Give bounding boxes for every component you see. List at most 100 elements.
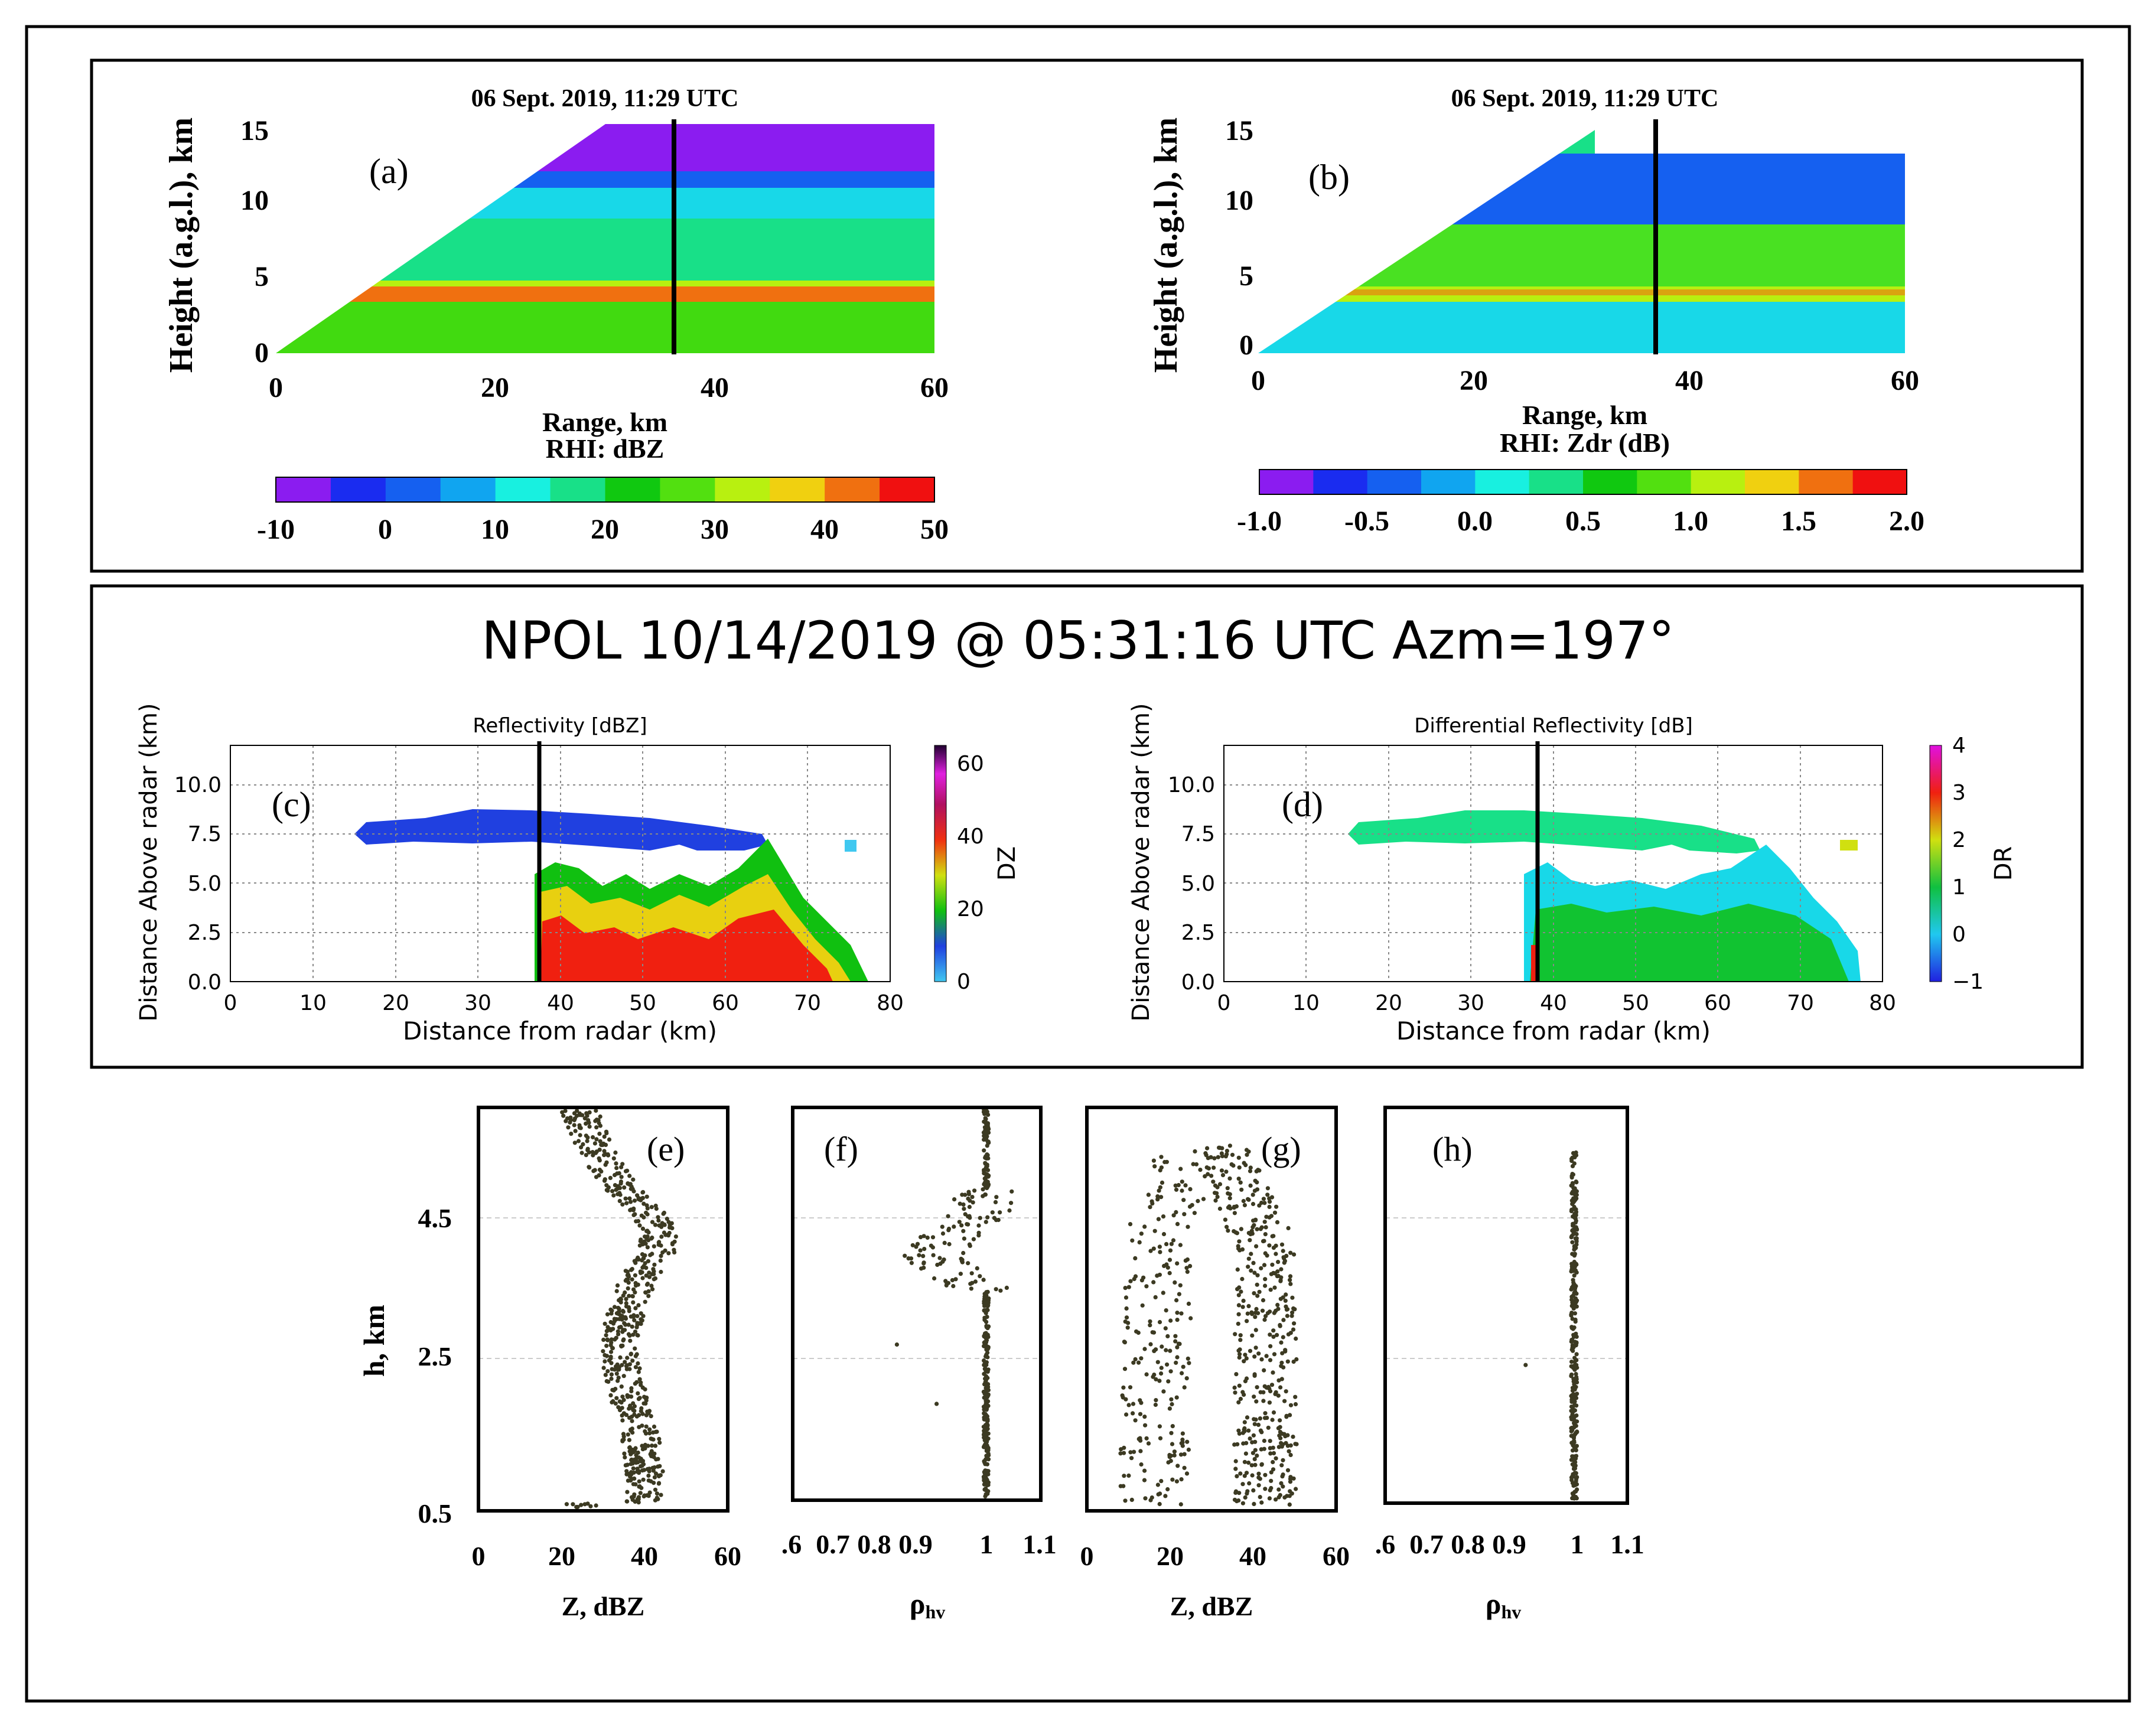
- panel-e-point: [636, 1361, 640, 1366]
- panel-g-point: [1227, 1176, 1232, 1181]
- panel-g-point: [1256, 1422, 1261, 1427]
- panel-g-point: [1257, 1203, 1262, 1208]
- panel-d-speck: [1840, 840, 1858, 851]
- panel-b-xtick-0: 0: [1251, 365, 1265, 396]
- panel-g-point: [1168, 1318, 1173, 1323]
- panel-e-point: [659, 1234, 664, 1239]
- panel-e-point: [614, 1166, 619, 1171]
- panel-h-xtick-1-1: 1.1: [1610, 1529, 1644, 1559]
- panel-g-point: [1284, 1307, 1289, 1312]
- panel-g-point: [1276, 1393, 1281, 1398]
- panel-g-point: [1178, 1243, 1183, 1247]
- panel-e-point: [635, 1467, 640, 1471]
- panel-e-point: [628, 1207, 634, 1212]
- panel-f-point: [930, 1235, 936, 1240]
- panel-g-point: [1186, 1356, 1190, 1361]
- panel-e-point: [614, 1289, 619, 1293]
- panel-h-frame: [1383, 1106, 1629, 1505]
- panel-g-point: [1240, 1305, 1245, 1309]
- panel-g-xtick-20: 20: [1157, 1541, 1184, 1571]
- panel-g-point: [1148, 1342, 1153, 1347]
- panel-g-point: [1187, 1361, 1191, 1366]
- panel-g-point: [1259, 1430, 1264, 1435]
- panel-g-point: [1282, 1495, 1287, 1500]
- panel-g-point: [1237, 1239, 1242, 1244]
- panel-c-ytick-7-5: 7.5: [188, 822, 222, 846]
- panel-g-point: [1198, 1168, 1203, 1172]
- panel-f-point: [983, 1165, 988, 1170]
- panel-g-point: [1180, 1431, 1185, 1436]
- panel-b-top-mask: [1595, 124, 1905, 154]
- panel-e-point: [646, 1259, 651, 1263]
- panel-g-point: [1275, 1302, 1280, 1307]
- panel-e-point: [639, 1198, 643, 1203]
- panel-g-point: [1157, 1188, 1161, 1193]
- panel-g-point: [1204, 1165, 1209, 1170]
- panel-g-point: [1281, 1458, 1285, 1462]
- panel-e: (e) 0 20 40 60 Z, dBZ: [472, 1106, 741, 1621]
- panel-g-point: [1211, 1165, 1216, 1170]
- panel-e-point: [636, 1257, 641, 1262]
- panel-g-point: [1173, 1339, 1178, 1344]
- outer-frame: [25, 25, 2131, 1703]
- panel-e-point: [584, 1153, 588, 1158]
- panel-g-point: [1285, 1314, 1289, 1318]
- panel-g-point: [1186, 1447, 1191, 1452]
- panel-g-point: [1250, 1201, 1256, 1207]
- panel-f-point: [925, 1235, 930, 1240]
- panel-e-point: [624, 1277, 629, 1282]
- panel-e-point: [633, 1381, 637, 1386]
- panel-e-point: [566, 1125, 571, 1130]
- panel-e-point: [615, 1283, 620, 1288]
- panel-f-point: [993, 1200, 998, 1204]
- panel-g-point: [1281, 1255, 1286, 1260]
- panel-f-point: [908, 1256, 914, 1261]
- panel-e-point: [630, 1497, 635, 1502]
- panel-h-grid: [1385, 1217, 1627, 1359]
- cbar-a-tick-5: 40: [810, 514, 839, 545]
- panel-h: (h) .6 0.7 0.8 0.9 1 1.1 ρhv: [1375, 1106, 1644, 1622]
- panel-g-point: [1121, 1385, 1126, 1390]
- panel-e-point: [602, 1178, 607, 1183]
- cbar-a-frame: [275, 477, 935, 503]
- panel-g-point: [1248, 1232, 1253, 1237]
- panel-g-point: [1158, 1168, 1162, 1172]
- panel-e-point: [576, 1139, 581, 1143]
- panel-g-point: [1278, 1324, 1282, 1328]
- panel-g-point: [1188, 1316, 1193, 1321]
- panel-a-bright-band: [276, 286, 934, 302]
- panel-h-xtick-0-9: 0.9: [1492, 1529, 1526, 1559]
- panel-e-point: [630, 1419, 634, 1423]
- panel-e-point: [647, 1431, 652, 1436]
- panel-f-point: [985, 1143, 989, 1148]
- panel-e-point: [592, 1141, 598, 1146]
- panel-f-point: [982, 1119, 987, 1123]
- panel-e-point: [602, 1359, 607, 1364]
- panel-g-point: [1250, 1473, 1255, 1478]
- panel-g-point: [1242, 1426, 1247, 1431]
- panel-e-point: [608, 1350, 614, 1354]
- panel-g-point: [1126, 1473, 1131, 1478]
- panel-e-point: [630, 1358, 635, 1363]
- panel-e-point: [633, 1330, 638, 1334]
- panel-h-point: [1572, 1387, 1577, 1392]
- panel-f-point: [932, 1276, 937, 1281]
- panel-e-xtick-60: 60: [714, 1541, 741, 1571]
- panel-g-point: [1256, 1483, 1261, 1488]
- panel-d-xtick-70: 70: [1787, 991, 1814, 1015]
- panel-g-point: [1268, 1288, 1273, 1292]
- panel-e-point: [643, 1429, 647, 1433]
- panel-g-point: [1263, 1283, 1268, 1288]
- panel-e-point: [625, 1273, 630, 1278]
- panel-g-point: [1227, 1196, 1232, 1201]
- panel-e-point: [613, 1367, 617, 1372]
- panel-g-point: [1264, 1354, 1269, 1358]
- panel-f-point: [985, 1419, 990, 1423]
- panel-e-point: [662, 1210, 666, 1215]
- panel-f-point: [986, 1451, 991, 1456]
- panel-e-point: [638, 1491, 643, 1495]
- panel-h-point: [1569, 1191, 1574, 1196]
- panel-a-xtick-60: 60: [920, 372, 949, 403]
- panel-e-point: [603, 1373, 608, 1377]
- panel-f-point: [967, 1204, 972, 1210]
